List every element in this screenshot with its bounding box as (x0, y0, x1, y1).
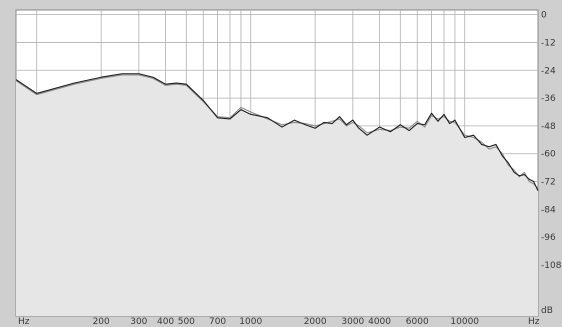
y-tick-label: -60 (541, 150, 556, 160)
y-tick-label: -84 (541, 205, 556, 215)
x-tick-label: 6000 (406, 317, 429, 327)
y-tick-label: -48 (541, 122, 556, 132)
x-tick-label: 700 (209, 317, 226, 327)
y-tick-label: -36 (541, 94, 556, 104)
spectrum-curve-line (15, 73, 539, 192)
x-tick-label: 1000 (239, 317, 262, 327)
y-tick-label: -72 (541, 178, 556, 188)
x-tick-label: 400 (157, 317, 174, 327)
x-tick-label: 2000 (304, 317, 327, 327)
x-tick-label: 3000 (341, 317, 364, 327)
y-tick-label: -12 (541, 38, 556, 48)
y-tick-label: -24 (541, 66, 556, 76)
x-tick-label: 4000 (368, 317, 391, 327)
x-tick-label: 500 (178, 317, 195, 327)
spectrum-fill-area (16, 73, 538, 316)
x-unit-label-right: Hz (528, 317, 540, 327)
y-tick-label: -108 (541, 261, 562, 271)
y-tick-label: 0 (541, 11, 547, 21)
x-unit-label: Hz (18, 317, 30, 327)
x-tick-label: 300 (130, 317, 147, 327)
spectrum-curve-line (15, 74, 539, 189)
y-unit-label: dB (541, 306, 553, 316)
x-tick-label: 10000 (450, 317, 479, 327)
x-tick-label: 200 (93, 317, 110, 327)
y-tick-label: -96 (541, 233, 556, 243)
